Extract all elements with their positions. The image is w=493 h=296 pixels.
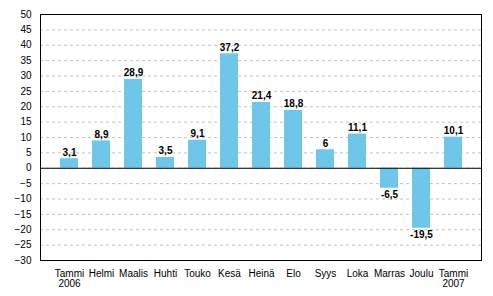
svg-text:−5: −5 — [20, 178, 32, 189]
svg-text:Tammi2007: Tammi2007 — [439, 268, 468, 289]
svg-text:Syys: Syys — [315, 268, 337, 279]
svg-text:9,1: 9,1 — [191, 128, 205, 139]
svg-text:3,5: 3,5 — [159, 145, 173, 156]
svg-text:-6,5: -6,5 — [381, 189, 399, 200]
svg-text:Maalis: Maalis — [119, 268, 148, 279]
svg-text:Elo: Elo — [286, 268, 301, 279]
svg-text:11,1: 11,1 — [348, 122, 367, 133]
svg-text:8,9: 8,9 — [95, 129, 109, 140]
svg-text:−15: −15 — [15, 209, 32, 220]
svg-text:18,8: 18,8 — [284, 98, 304, 109]
svg-text:21,4: 21,4 — [252, 90, 272, 101]
svg-text:Huhti: Huhti — [154, 268, 177, 279]
svg-text:30: 30 — [20, 70, 32, 81]
svg-text:-19,5: -19,5 — [410, 229, 433, 240]
svg-text:Kesä: Kesä — [218, 268, 241, 279]
svg-text:5: 5 — [26, 147, 32, 158]
svg-text:10: 10 — [20, 132, 32, 143]
svg-text:35: 35 — [20, 55, 32, 66]
svg-text:45: 45 — [20, 24, 32, 35]
svg-text:3,1: 3,1 — [63, 147, 77, 158]
svg-text:−25: −25 — [15, 239, 32, 250]
svg-text:−10: −10 — [15, 193, 32, 204]
svg-text:25: 25 — [20, 86, 32, 97]
svg-text:6: 6 — [323, 138, 329, 149]
svg-text:−20: −20 — [15, 224, 32, 235]
svg-text:Loka: Loka — [347, 268, 369, 279]
svg-text:20: 20 — [20, 101, 32, 112]
svg-text:Marras: Marras — [374, 268, 405, 279]
svg-text:10,1: 10,1 — [444, 125, 464, 136]
svg-text:0: 0 — [26, 162, 32, 173]
svg-text:Helmi: Helmi — [89, 268, 115, 279]
svg-text:15: 15 — [20, 116, 32, 127]
svg-text:28,9: 28,9 — [124, 67, 144, 78]
svg-text:Tammi2006: Tammi2006 — [55, 268, 84, 289]
svg-text:40: 40 — [20, 39, 32, 50]
svg-text:Joulu: Joulu — [410, 268, 434, 279]
svg-text:50: 50 — [20, 9, 32, 20]
svg-text:Touko: Touko — [184, 268, 211, 279]
svg-text:−30: −30 — [15, 255, 32, 266]
svg-text:Heinä: Heinä — [248, 268, 275, 279]
svg-text:37,2: 37,2 — [220, 42, 240, 53]
